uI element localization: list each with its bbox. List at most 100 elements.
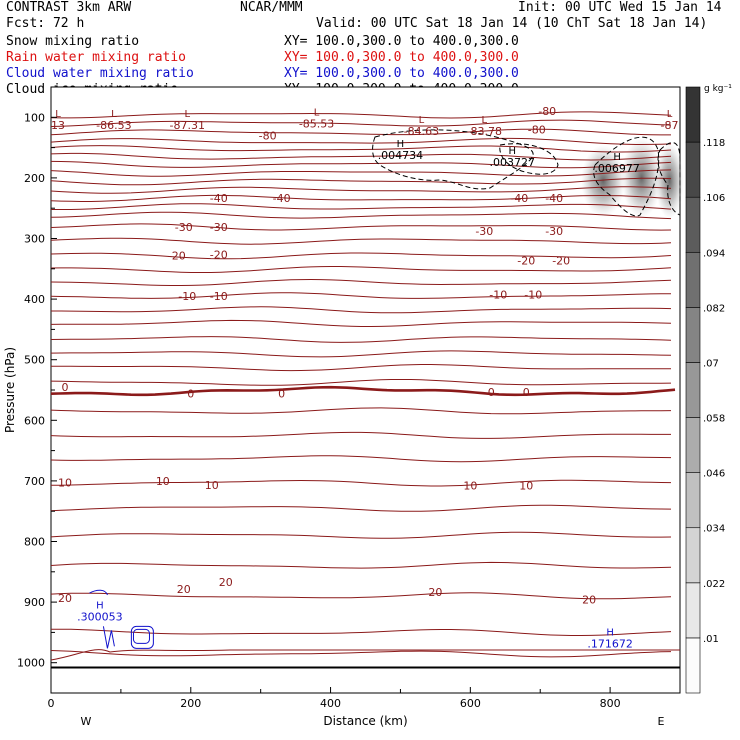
colorbar-segment [685, 251, 701, 308]
contour-label: -20 [168, 249, 186, 262]
maximum-marker: H [613, 152, 621, 163]
maximum-marker: H [397, 139, 405, 150]
contour-label: -80 [538, 105, 556, 118]
minimum-label: -86.53 [96, 119, 131, 132]
colorbar-segment [685, 637, 701, 694]
cloud-water-maximum-label: .171672 [587, 638, 633, 651]
cloud-ice-contour [593, 136, 660, 217]
contour-label: -40 [545, 192, 563, 205]
cloud-ice-contour [499, 143, 559, 175]
contour-label: -30 [475, 225, 493, 238]
contour-label: -30 [545, 225, 563, 238]
y-tick-label: 100 [24, 111, 45, 124]
temperature-contour [50, 350, 672, 358]
contour-label: 20 [582, 594, 596, 607]
temperature-contour [50, 137, 672, 146]
y-tick-label: 300 [24, 233, 45, 246]
shaded-mixing-region [581, 144, 626, 217]
temperature-contour [50, 407, 672, 415]
legend-rain-label: Rain water mixing ratio [6, 50, 187, 65]
temperature-contour [50, 531, 672, 539]
temperature-contour [50, 252, 672, 260]
contour-label: 0 [61, 381, 68, 394]
header-model: CONTRAST 3km ARW [6, 0, 132, 15]
cloud-water-contour [130, 625, 154, 649]
x-tick-label: 400 [320, 697, 341, 710]
west-label: W [81, 715, 92, 728]
maximum-marker: H [606, 628, 614, 639]
minimum-label: -85.53 [299, 117, 334, 130]
contour-label: -20 [517, 254, 535, 267]
contour-label: 0 [488, 386, 495, 399]
minimum-marker: L [314, 107, 320, 118]
temperature-contour [50, 336, 672, 343]
colorbar-label: .022 [703, 579, 725, 590]
x-tick-label: 200 [180, 697, 201, 710]
cloud-water-contour [89, 589, 108, 596]
colorbar-label: .094 [703, 248, 725, 259]
contour-label: 10 [205, 479, 219, 492]
contour-label: -10 [178, 290, 196, 303]
colorbar-label: .034 [703, 524, 725, 535]
contour-label: 20 [58, 592, 72, 605]
maximum-marker: H [96, 600, 104, 611]
x-tick-label: 800 [600, 697, 621, 710]
minimum-label: 13 [51, 119, 65, 132]
colorbar-segment [685, 307, 701, 363]
temperature-contour [50, 186, 672, 194]
minimum-label: -87.31 [170, 119, 205, 132]
colorbar-segment [685, 362, 701, 418]
minimum-marker: L [667, 109, 673, 120]
temperature-contour [50, 152, 672, 161]
colorbar-label: .106 [703, 193, 725, 204]
temperature-contour [50, 431, 671, 439]
minimum-marker: L [482, 115, 488, 126]
header-center: NCAR/MMM [240, 0, 303, 15]
temperature-contour [50, 119, 672, 127]
y-tick-label: 500 [24, 354, 45, 367]
colorbar-label: .07 [703, 358, 719, 369]
temperature-contour [50, 561, 672, 569]
temperature-contour [50, 177, 672, 186]
colorbar-segment [685, 196, 701, 253]
contour-label: 0 [278, 388, 285, 401]
temperature-contour [50, 145, 672, 153]
contour-label: -10 [524, 288, 542, 301]
colorbar-segment [685, 527, 701, 584]
shaded-mixing-region [655, 142, 684, 219]
colorbar-segment [685, 86, 701, 143]
temperature-contour [50, 628, 672, 636]
temperature-contour [50, 592, 672, 600]
contour-label: -10 [489, 288, 507, 301]
contour-label: 0 [187, 388, 194, 401]
contour-label: -40 [210, 192, 228, 205]
colorbar-units: g kg⁻¹ [704, 84, 732, 94]
colorbar-label: .118 [703, 138, 725, 149]
contour-label: 10 [463, 480, 477, 493]
cloud-ice-contour [372, 129, 534, 190]
colorbar-label: .058 [703, 414, 725, 425]
temperature-contour [50, 169, 672, 177]
colorbar-segment [685, 417, 701, 473]
legend-cloud-water-xy: XY= 100.0,300.0 to 400.0,300.0 [284, 66, 519, 81]
cloud-ice-contour [657, 142, 681, 216]
header-forecast: Fcst: 72 h [6, 16, 85, 31]
x-tick-label: 600 [460, 697, 481, 710]
contour-label: -20 [210, 248, 228, 261]
ice-maximum-label: .003727 [490, 156, 536, 169]
y-axis-title: Pressure (hPa) [3, 347, 17, 433]
header-init: Init: 00 UTC Wed 15 Jan 14 [518, 0, 722, 15]
temperature-contour [50, 319, 672, 327]
minimum-label: -84.63 [404, 125, 439, 138]
east-label: E [658, 715, 665, 728]
x-axis-title: Distance (km) [323, 714, 407, 728]
temperature-contour [51, 203, 672, 210]
temperature-contour [50, 504, 672, 512]
temperature-contour [50, 237, 672, 245]
minimum-marker: L [184, 109, 190, 120]
x-tick-label: 0 [48, 697, 55, 710]
temperature-contour [50, 223, 672, 231]
contour-label: -20 [552, 254, 570, 267]
colorbar-label: .046 [703, 469, 725, 480]
